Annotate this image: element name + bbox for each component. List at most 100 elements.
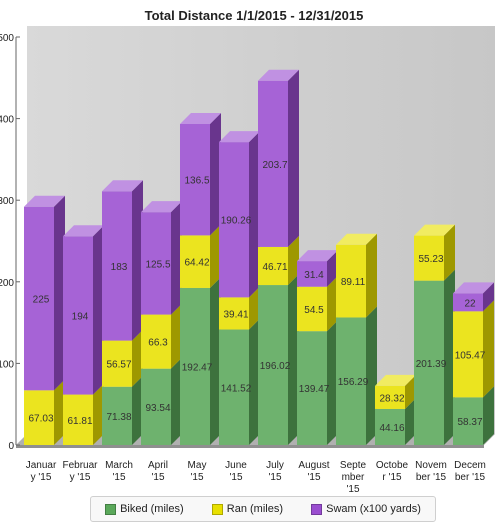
bar-segment-side: [444, 224, 455, 281]
bar-segment: [141, 357, 182, 445]
bar-segment-front: [258, 285, 288, 445]
bar-segment-side: [483, 282, 494, 312]
bar-top-face: [375, 374, 416, 386]
bar-segment-front: [297, 286, 327, 332]
legend-item: Biked (miles): [105, 503, 184, 515]
bar-segment-front: [63, 394, 93, 445]
bar-top-face: [258, 69, 299, 81]
data-label: 201.39: [416, 359, 447, 370]
bar-segment-front: [414, 280, 444, 445]
y-tick-label: 300: [0, 196, 14, 207]
bar-segment-side: [93, 225, 104, 395]
bar-segment-front: [102, 191, 132, 341]
bar-segment-side: [132, 180, 143, 341]
bar-segment-side: [93, 383, 104, 445]
bar-segment-side: [366, 233, 377, 318]
bar-segment-front: [180, 235, 210, 288]
y-tick-label: 0: [8, 441, 14, 452]
bar-segment-side: [249, 131, 260, 298]
x-tick-label: Januar y '15: [26, 460, 57, 483]
bar-segment: [102, 375, 143, 445]
bar-segment: [141, 303, 182, 369]
bar-top-face: [414, 224, 455, 236]
bar-top-face: [102, 180, 143, 192]
legend-item: Ran (miles): [211, 503, 284, 515]
data-label: 46.71: [262, 262, 287, 273]
data-label: 93.54: [145, 403, 170, 414]
data-label: 105.47: [455, 350, 486, 361]
bar-segment: [63, 225, 104, 395]
bar-series-group: 67.03 225 61.81 194 71.38 56.57 183 93.54 66.3 12…: [24, 69, 494, 445]
bar-segment-side: [54, 195, 65, 391]
legend-label: Swam (x100 yards): [326, 503, 421, 515]
bar-segment-side: [483, 300, 494, 398]
legend-swatch: [311, 503, 323, 515]
bar-segment-side: [327, 320, 338, 445]
bar-segment-front: [453, 397, 483, 445]
bar-segment-front: [141, 368, 171, 445]
x-tick-label: May '15: [188, 460, 207, 483]
data-label: 55.23: [418, 254, 443, 265]
data-label: 196.02: [260, 361, 291, 372]
x-tick-label: July '15: [266, 460, 284, 483]
legend-swatch: [105, 503, 117, 515]
chart-legend: Biked (miles) Ran (miles) Swam (x100 yards…: [90, 496, 436, 522]
data-label: 203.7: [262, 160, 287, 171]
bar-segment-front: [180, 287, 210, 445]
y-tick-label: 100: [0, 359, 14, 370]
legend-label: Ran (miles): [226, 503, 284, 515]
data-label: 125.5: [145, 259, 170, 270]
bar-segment: [102, 180, 143, 341]
bar-segment: [24, 195, 65, 391]
bar-segment: [336, 233, 377, 318]
bar-segment: [297, 250, 338, 287]
bar-segment-side: [210, 112, 221, 236]
bar-segment: [219, 131, 260, 298]
bar-segment-side: [288, 69, 299, 247]
bar-segment-front: [453, 311, 483, 398]
bar-segment-front: [297, 331, 327, 445]
plot-floor-front: [16, 445, 484, 448]
bar-segment: [414, 224, 455, 281]
data-label: 136.5: [184, 176, 209, 187]
bar-segment: [180, 224, 221, 288]
bar-segment-side: [249, 286, 260, 330]
data-label: 89.11: [341, 277, 366, 288]
bar-segment: [180, 276, 221, 445]
data-label: 141.52: [221, 383, 252, 394]
bar-segment-front: [102, 340, 132, 387]
x-tick-label: Octobe r '15: [376, 460, 409, 483]
bar-top-face: [297, 250, 338, 262]
bar-segment-front: [336, 244, 366, 318]
bar-segment-front: [219, 297, 249, 330]
bar-segment-front: [63, 236, 93, 395]
y-tick-label: 200: [0, 278, 14, 289]
y-tick-label: 400: [0, 115, 14, 126]
bar-segment: [453, 300, 494, 398]
bar-segment-front: [375, 408, 405, 445]
data-label: 22: [464, 298, 476, 309]
bar-top-face: [336, 233, 377, 245]
y-tick-label: 500: [0, 33, 14, 44]
bar-segment: [219, 286, 260, 330]
bar-segment-front: [141, 212, 171, 315]
data-label: 64.42: [184, 258, 209, 269]
bar-top-face: [180, 112, 221, 124]
x-tick-label: June '15: [225, 460, 247, 483]
data-label: 192.47: [182, 362, 213, 373]
bar-segment-side: [288, 235, 299, 286]
bar-segment-side: [249, 318, 260, 445]
bar-segment-side: [54, 379, 65, 445]
data-label: 183: [111, 262, 128, 273]
bar-segment: [375, 374, 416, 409]
bar-segment-side: [171, 303, 182, 369]
data-label: 139.47: [299, 384, 330, 395]
data-label: 67.03: [28, 414, 53, 425]
bar-segment: [63, 383, 104, 445]
bar-segment: [258, 235, 299, 286]
bar-segment: [297, 275, 338, 332]
legend-item: Swam (x100 yards): [311, 503, 421, 515]
data-label: 61.81: [67, 416, 92, 427]
